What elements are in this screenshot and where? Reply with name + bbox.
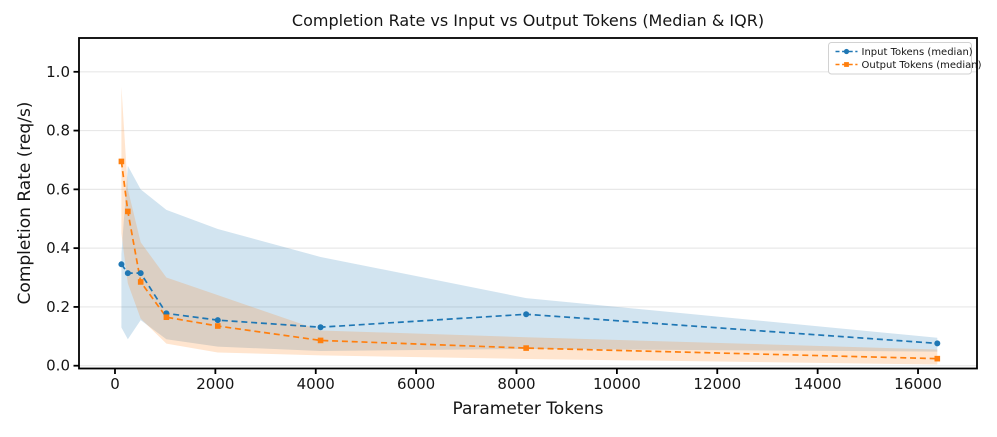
iqr-band-output (121, 86, 938, 365)
legend-marker-circle (843, 48, 850, 55)
legend-box (828, 42, 972, 75)
y-tick-label: 0.6 (46, 180, 70, 198)
y-tick-label: 1.0 (46, 63, 70, 81)
iqr-band-input (121, 165, 938, 352)
data-point-input (118, 261, 125, 268)
x-tick-label: 14000 (794, 375, 842, 393)
data-point-output (163, 314, 170, 321)
data-point-output (125, 208, 131, 215)
x-tick-label: 6000 (397, 375, 435, 393)
data-point-input (523, 311, 530, 318)
data-point-output (214, 323, 221, 329)
y-tick-label: 0.0 (46, 357, 70, 375)
axes-frame (78, 37, 978, 370)
x-tick-label: 10000 (593, 375, 641, 393)
median-line-output (120, 161, 938, 360)
x-tick-label: 0 (110, 375, 120, 393)
data-point-output (934, 355, 941, 362)
x-tick-label: 2000 (196, 375, 234, 393)
chart-title: Completion Rate vs Input vs Output Token… (291, 11, 765, 30)
data-point-input (214, 317, 221, 324)
y-tick-label: 0.8 (46, 122, 70, 140)
x-axis-label: Parameter Tokens (452, 399, 604, 419)
data-point-input (124, 270, 131, 277)
legend-label: Input Tokens (median) (862, 47, 973, 58)
x-tick-label: 16000 (894, 375, 942, 393)
data-point-output (137, 279, 144, 285)
legend-label: Output Tokens (median) (862, 60, 982, 71)
data-point-output (523, 345, 529, 351)
legend-marker-square (844, 62, 849, 67)
x-tick-label: 8000 (497, 375, 535, 393)
y-tick-label: 0.4 (46, 239, 70, 257)
x-tick-label: 12000 (693, 375, 741, 393)
data-point-input (137, 270, 144, 277)
data-point-input (934, 340, 941, 347)
y-tick-label: 0.2 (46, 298, 70, 316)
data-point-input (317, 324, 324, 331)
data-point-output (317, 337, 324, 344)
x-tick-label: 4000 (297, 375, 335, 393)
data-point-output (118, 158, 125, 165)
